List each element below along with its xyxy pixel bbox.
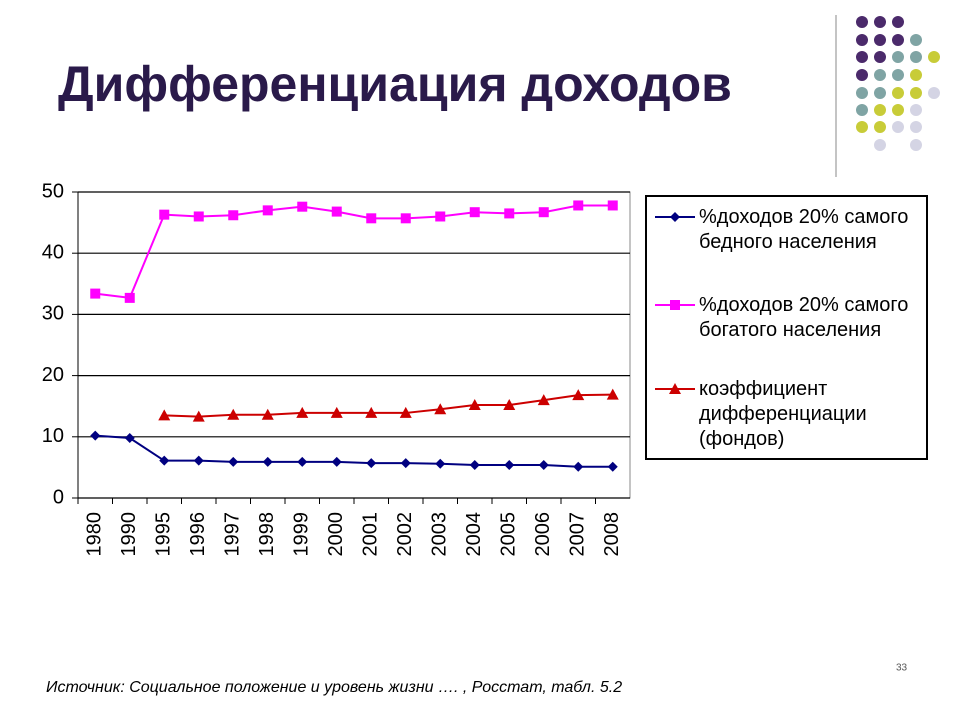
marker [435, 211, 446, 222]
marker [365, 406, 378, 418]
marker [669, 383, 681, 394]
legend-label: коэффициент дифференциации (фондов) [699, 378, 867, 450]
x-tick-label: 1996 [187, 512, 209, 557]
marker [159, 209, 170, 220]
marker [537, 394, 550, 406]
series [90, 430, 618, 472]
x-tick-label: 2004 [463, 512, 485, 557]
marker [670, 212, 680, 222]
marker [399, 406, 412, 418]
line [95, 204, 613, 299]
marker [366, 213, 377, 224]
dot-decoration [856, 16, 940, 151]
marker [192, 410, 205, 422]
line [95, 434, 613, 468]
marker [228, 456, 239, 467]
page-number: 33 [896, 663, 908, 674]
plot-area [77, 191, 631, 499]
marker [538, 459, 549, 470]
marker [228, 210, 239, 221]
x-tick-label: 2007 [567, 512, 589, 557]
marker [227, 408, 240, 420]
marker [469, 207, 480, 218]
x-tick-label: 2008 [601, 512, 623, 557]
x-tick-label: 1997 [222, 512, 244, 557]
source-note: Источник: Социальное положение и уровень… [46, 679, 622, 696]
x-tick-label: 2005 [498, 512, 520, 557]
y-tick-label: 30 [42, 303, 64, 325]
marker [331, 456, 342, 467]
y-tick-label: 0 [53, 486, 64, 508]
marker [503, 398, 516, 410]
marker [434, 403, 447, 415]
marker [366, 458, 377, 469]
marker [504, 208, 515, 219]
marker [331, 206, 342, 217]
y-tick-label: 50 [42, 180, 64, 202]
x-tick-label: 1998 [256, 512, 278, 557]
legend-label: %доходов 20% самого бедного населения [699, 206, 909, 253]
marker [158, 409, 171, 421]
legend-swatch [655, 383, 695, 394]
marker [606, 388, 619, 400]
marker [538, 207, 549, 218]
marker [573, 200, 584, 211]
x-tick-label: 1999 [291, 512, 313, 557]
x-tick-label: 2001 [360, 512, 382, 557]
marker [435, 458, 446, 469]
marker [330, 406, 343, 418]
marker [400, 458, 411, 469]
legend: %доходов 20% самого бедного населения %до… [645, 195, 928, 460]
marker [573, 461, 584, 472]
marker [607, 200, 618, 211]
x-tick-label: 1980 [84, 512, 106, 557]
marker [607, 461, 618, 472]
marker [159, 455, 170, 466]
y-tick-label: 20 [42, 364, 64, 386]
x-tick-label: 1990 [118, 512, 140, 557]
marker [572, 389, 585, 401]
marker [400, 213, 411, 224]
series [90, 200, 618, 303]
marker [90, 430, 101, 441]
y-tick-label: 10 [42, 425, 64, 447]
marker [261, 408, 274, 420]
marker [670, 300, 680, 310]
marker [468, 398, 481, 410]
marker [262, 456, 273, 467]
x-tick-label: 2002 [394, 512, 416, 557]
marker [124, 433, 135, 444]
line [164, 393, 613, 418]
marker [469, 459, 480, 470]
legend-label: %доходов 20% самого богатого населения [699, 294, 909, 341]
x-tick-label: 2006 [532, 512, 554, 557]
x-tick-label: 1995 [153, 512, 175, 557]
marker [193, 211, 204, 222]
marker [124, 292, 135, 303]
chart-title: Дифференциация доходов [58, 56, 732, 112]
marker [297, 201, 308, 212]
series [158, 388, 619, 422]
marker [193, 455, 204, 466]
legend-swatch [655, 212, 695, 222]
x-tick-label: 2000 [325, 512, 347, 557]
marker [296, 406, 309, 418]
y-tick-label: 40 [42, 241, 64, 263]
legend-swatch [655, 300, 695, 310]
marker [504, 459, 515, 470]
marker [297, 456, 308, 467]
x-tick-label: 2003 [429, 512, 451, 557]
marker [262, 205, 273, 216]
marker [90, 288, 101, 299]
